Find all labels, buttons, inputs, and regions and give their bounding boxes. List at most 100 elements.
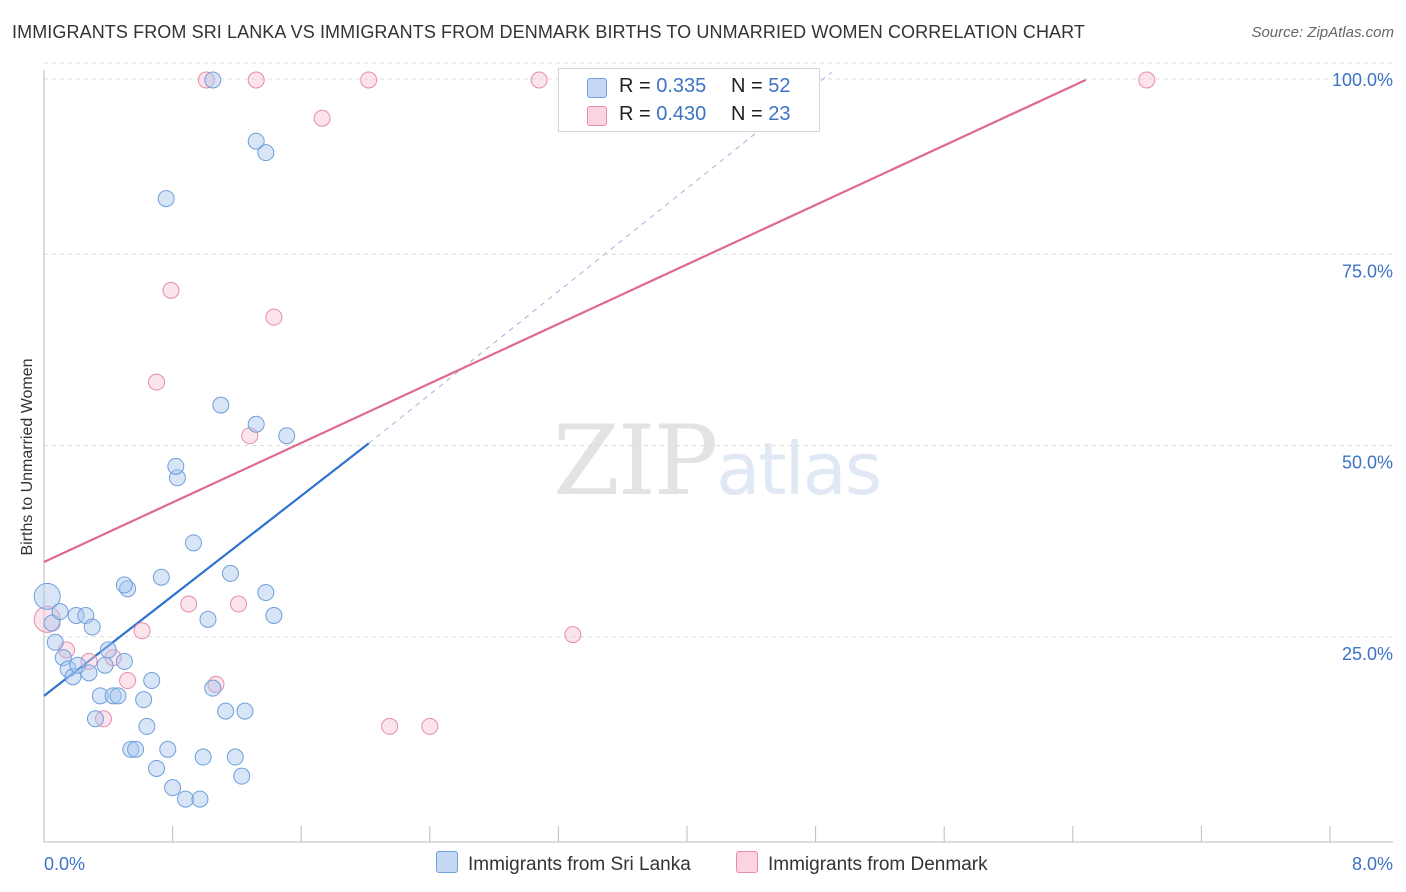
point-denmark bbox=[313, 109, 331, 127]
legend-n-sri-lanka: N = 52 bbox=[731, 75, 791, 98]
series-legend-sri-lanka: Immigrants from Sri Lanka bbox=[436, 851, 691, 876]
point-denmark bbox=[1138, 71, 1156, 89]
series-label-denmark: Immigrants from Denmark bbox=[768, 854, 988, 875]
point-sri-lanka bbox=[135, 691, 153, 709]
legend-swatch-denmark bbox=[587, 106, 607, 126]
trend-line-denmark bbox=[43, 79, 1087, 563]
legend-r-sri-lanka: R = 0.335 bbox=[619, 75, 706, 98]
point-sri-lanka bbox=[143, 672, 161, 690]
point-sri-lanka bbox=[46, 633, 64, 651]
point-denmark bbox=[162, 281, 180, 299]
point-sri-lanka bbox=[138, 717, 156, 735]
watermark-atlas: atlas bbox=[716, 427, 882, 511]
point-sri-lanka bbox=[104, 687, 122, 705]
point-sri-lanka bbox=[199, 610, 217, 628]
watermark: ZIPatlas bbox=[553, 405, 882, 517]
trend-extension-sri-lanka bbox=[368, 71, 832, 444]
source-label: Source: ZipAtlas.com bbox=[1251, 24, 1394, 41]
point-denmark bbox=[133, 622, 151, 640]
point-sri-lanka bbox=[221, 564, 239, 582]
point-denmark bbox=[148, 373, 166, 391]
point-sri-lanka bbox=[257, 144, 275, 162]
chart-title: IMMIGRANTS FROM SRI LANKA VS IMMIGRANTS … bbox=[12, 22, 1086, 42]
point-sri-lanka bbox=[99, 641, 117, 659]
point-denmark bbox=[530, 71, 548, 89]
series-label-sri-lanka: Immigrants from Sri Lanka bbox=[468, 854, 691, 875]
point-sri-lanka bbox=[265, 607, 283, 624]
point-sri-lanka bbox=[33, 582, 61, 610]
legend-n-value: 52 bbox=[768, 75, 791, 97]
point-sri-lanka bbox=[115, 652, 133, 670]
point-sri-lanka bbox=[109, 687, 127, 705]
axes bbox=[43, 70, 1393, 843]
legend-r-value: 0.335 bbox=[656, 75, 707, 97]
x-tick-label-min: 0.0% bbox=[44, 854, 85, 874]
point-denmark bbox=[230, 595, 248, 613]
legend-n-label: N = bbox=[731, 75, 763, 97]
trend-lines bbox=[43, 71, 1087, 697]
trend-line-sri-lanka bbox=[43, 442, 370, 697]
point-sri-lanka bbox=[83, 618, 101, 636]
point-sri-lanka bbox=[247, 132, 265, 150]
data-points bbox=[33, 71, 1156, 808]
point-denmark bbox=[265, 308, 283, 326]
point-sri-lanka bbox=[96, 656, 114, 674]
y-tick-labels: 25.0% 50.0% 75.0% 100.0% bbox=[1332, 70, 1393, 664]
point-denmark bbox=[360, 71, 378, 89]
y-tick-label: 100.0% bbox=[1332, 70, 1393, 90]
point-denmark bbox=[421, 717, 439, 735]
point-denmark bbox=[381, 717, 399, 735]
point-sri-lanka bbox=[91, 687, 109, 705]
point-denmark bbox=[564, 626, 582, 644]
point-sri-lanka bbox=[159, 740, 177, 758]
legend-n-value: 23 bbox=[768, 103, 791, 125]
point-denmark bbox=[180, 595, 198, 613]
y-tick-label: 75.0% bbox=[1342, 261, 1393, 281]
point-denmark bbox=[197, 71, 215, 89]
series-swatch-denmark bbox=[736, 851, 758, 873]
y-tick-label: 50.0% bbox=[1342, 453, 1393, 473]
point-sri-lanka bbox=[80, 664, 98, 682]
point-sri-lanka bbox=[212, 396, 230, 414]
point-sri-lanka bbox=[194, 748, 212, 766]
point-denmark bbox=[247, 71, 265, 89]
point-sri-lanka bbox=[191, 790, 209, 808]
point-sri-lanka bbox=[67, 607, 85, 624]
point-sri-lanka bbox=[184, 534, 202, 552]
point-sri-lanka bbox=[51, 603, 69, 621]
series-swatch-sri-lanka bbox=[436, 851, 458, 873]
point-sri-lanka bbox=[157, 190, 175, 208]
series-legend-denmark: Immigrants from Denmark bbox=[736, 851, 988, 876]
point-sri-lanka bbox=[247, 415, 265, 433]
point-sri-lanka bbox=[176, 790, 194, 808]
legend-r-label: R = bbox=[619, 75, 651, 97]
point-sri-lanka bbox=[148, 760, 166, 777]
y-tick-label: 25.0% bbox=[1342, 644, 1393, 664]
legend-r-value: 0.430 bbox=[656, 103, 707, 125]
point-sri-lanka bbox=[164, 779, 182, 797]
point-sri-lanka bbox=[167, 457, 185, 475]
gridlines bbox=[44, 62, 1394, 638]
legend-n-label: N = bbox=[731, 103, 763, 125]
point-sri-lanka bbox=[236, 702, 254, 720]
point-sri-lanka bbox=[257, 584, 275, 602]
point-sri-lanka bbox=[226, 748, 244, 766]
x-tick-label-max: 8.0% bbox=[1352, 854, 1393, 874]
legend-r-label: R = bbox=[619, 103, 651, 125]
correlation-legend: R = 0.335 N = 52 R = 0.430 N = 23 bbox=[558, 68, 820, 132]
point-sri-lanka bbox=[115, 576, 133, 594]
point-sri-lanka bbox=[86, 710, 104, 728]
watermark-zip: ZIP bbox=[553, 405, 718, 517]
legend-r-denmark: R = 0.430 bbox=[619, 103, 706, 126]
point-sri-lanka bbox=[204, 71, 222, 89]
legend-n-denmark: N = 23 bbox=[731, 103, 791, 126]
point-sri-lanka bbox=[233, 767, 251, 785]
point-sri-lanka bbox=[122, 740, 140, 758]
point-denmark bbox=[119, 672, 137, 690]
point-sri-lanka bbox=[217, 702, 235, 720]
point-sri-lanka bbox=[152, 568, 170, 586]
point-sri-lanka bbox=[127, 740, 145, 758]
point-sri-lanka bbox=[278, 427, 296, 445]
legend-swatch-sri-lanka bbox=[587, 78, 607, 98]
